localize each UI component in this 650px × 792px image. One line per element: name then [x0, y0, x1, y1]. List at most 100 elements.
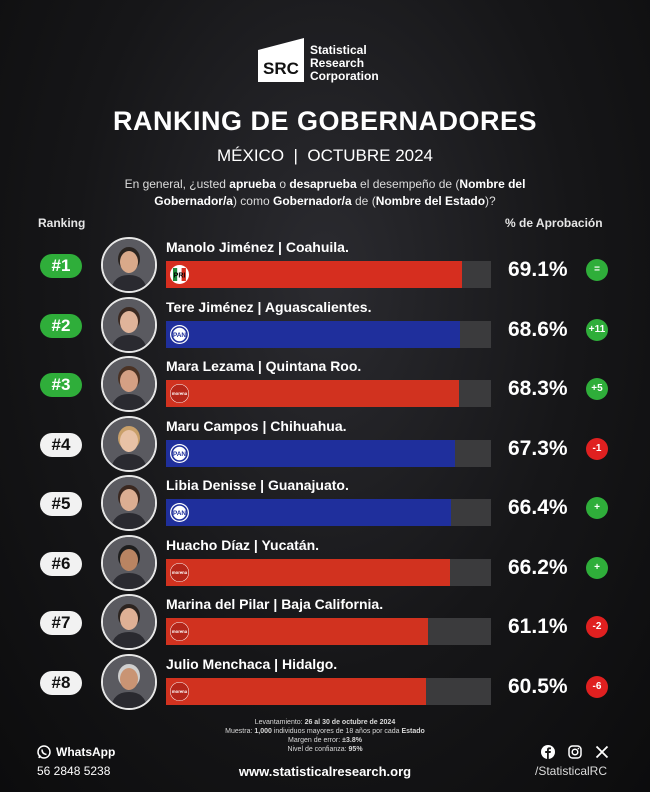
- state-name: Guanajuato.: [267, 477, 349, 493]
- bar-track: morena: [166, 677, 491, 705]
- party-logo: PAN: [170, 503, 189, 522]
- rank-badge: #3: [40, 373, 82, 397]
- approval-bar: [166, 558, 450, 586]
- question-part: el desempeño de (: [356, 177, 460, 191]
- rank-change-badge: +11: [586, 318, 608, 341]
- state-name: Chihuahua.: [270, 417, 347, 434]
- approval-bar: [166, 439, 455, 467]
- rank-badge: #5: [40, 492, 82, 516]
- logo-line-3: Corporation: [310, 69, 379, 83]
- rank-badge: #1: [40, 254, 82, 278]
- website-link[interactable]: www.statisticalresearch.org: [238, 764, 412, 779]
- ranking-row: #1 Manolo Jiménez | Coahuila. PRI 69.1% =: [0, 237, 650, 295]
- rank-change-badge: +: [586, 497, 608, 519]
- whatsapp-label: WhatsApp: [56, 745, 116, 759]
- svg-text:morena: morena: [172, 629, 188, 634]
- approval-bar: [166, 261, 463, 288]
- logo-mark: SRC: [263, 59, 299, 78]
- party-logo: morena: [170, 622, 189, 641]
- svg-text:PAN: PAN: [173, 510, 187, 517]
- rank-badge: #7: [40, 611, 82, 635]
- party-logo: morena: [170, 562, 189, 582]
- approval-percentage: 66.4%: [508, 496, 568, 519]
- governor-name: Julio Menchaca: [166, 655, 271, 672]
- survey-question: En general, ¿usted aprueba o desaprueba …: [90, 176, 560, 210]
- state-name: Baja California.: [281, 596, 384, 612]
- state-name: Coahuila.: [285, 239, 349, 255]
- bar-track: PAN: [166, 499, 491, 526]
- name-separator: |: [258, 417, 271, 434]
- ranking-row: #6 Huacho Díaz | Yucatán. morena 66.2% +: [0, 534, 650, 593]
- governor-photo: [101, 296, 157, 353]
- governor-photo: [101, 475, 157, 531]
- governor-name: Manolo Jiménez: [166, 239, 275, 255]
- governor-name-line: Maru Campos | Chihuahua.: [166, 418, 347, 434]
- governor-name: Mara Lezama: [166, 358, 254, 374]
- facebook-icon[interactable]: [541, 745, 555, 759]
- governor-photo: [101, 534, 157, 591]
- logo-text: Statistical Research Corporation: [310, 44, 379, 83]
- governor-name: Huacho Díaz: [166, 536, 251, 553]
- state-name: Aguascalientes.: [264, 298, 372, 315]
- bar-track: PAN: [166, 439, 491, 467]
- name-separator: |: [256, 477, 268, 493]
- approval-percentage: 61.1%: [508, 615, 568, 638]
- phone-number[interactable]: 56 2848 5238: [37, 764, 111, 778]
- rank-badge: #6: [40, 551, 82, 576]
- approval-percentage: 60.5%: [508, 674, 568, 698]
- question-part: de (: [351, 194, 376, 208]
- governor-name-line: Manolo Jiménez | Coahuila.: [166, 239, 349, 255]
- approval-bar: [166, 380, 459, 407]
- governor-name-line: Huacho Díaz | Yucatán.: [166, 537, 319, 553]
- name-separator: |: [269, 596, 282, 612]
- svg-text:PAN: PAN: [173, 332, 187, 339]
- logo-line-1: Statistical: [310, 43, 367, 57]
- ranking-column-header: Ranking: [38, 216, 86, 230]
- page-title: RANKING DE GOBERNADORES: [112, 106, 538, 136]
- whatsapp-icon[interactable]: [37, 745, 51, 759]
- governor-name: Maru Campos: [166, 417, 259, 434]
- name-separator: |: [253, 298, 265, 315]
- governor-photo: [101, 594, 157, 650]
- svg-text:morena: morena: [172, 391, 188, 396]
- name-separator: |: [253, 358, 266, 374]
- governor-name-line: Tere Jiménez | Aguascalientes.: [166, 299, 371, 315]
- svg-text:PRI: PRI: [174, 273, 186, 280]
- name-separator: |: [250, 536, 262, 553]
- party-logo: PRI: [170, 265, 189, 284]
- ranking-row: #2 Tere Jiménez | Aguascalientes. PAN 68.6%…: [0, 296, 650, 355]
- governor-photo: [101, 237, 157, 293]
- bar-track: morena: [166, 380, 491, 407]
- rank-badge: #8: [40, 670, 82, 695]
- governor-name-line: Marina del Pilar | Baja California.: [166, 596, 383, 612]
- bar-track: PAN: [166, 320, 491, 348]
- rank-change-badge: +: [586, 556, 608, 579]
- party-logo: morena: [170, 681, 189, 701]
- rank-change-badge: -1: [586, 437, 608, 460]
- ranking-row: #3 Mara Lezama | Quintana Roo. morena 68.3%…: [0, 356, 650, 414]
- bar-track: PRI: [166, 261, 491, 288]
- question-part: ) como: [232, 194, 273, 208]
- question-part: Gobernador/a: [272, 194, 352, 208]
- instagram-icon[interactable]: [568, 745, 582, 759]
- governor-name: Marina del Pilar: [166, 596, 270, 612]
- approval-percentage: 66.2%: [508, 555, 568, 579]
- ranking-row: #8 Julio Menchaca | Hidalgo. morena 60.5% -6: [0, 653, 650, 712]
- party-logo: PAN: [170, 443, 189, 463]
- ranking-row: #5 Libia Denisse | Guanajuato. PAN 66.4% +: [0, 475, 650, 533]
- governor-name: Tere Jiménez: [166, 298, 254, 315]
- governor-name-line: Libia Denisse | Guanajuato.: [166, 477, 349, 493]
- name-separator: |: [274, 239, 286, 255]
- svg-text:morena: morena: [172, 570, 188, 575]
- question-part: Nombre del Estado: [375, 194, 486, 208]
- social-handle[interactable]: /StatisticalRC: [535, 764, 608, 778]
- governor-photo: [101, 415, 157, 472]
- methodology-note: Levantamiento: 26 al 30 de octubre de 20…: [225, 719, 425, 753]
- name-separator: |: [270, 655, 282, 672]
- svg-text:morena: morena: [172, 689, 188, 694]
- ranking-row: #7 Marina del Pilar | Baja California. mor…: [0, 594, 650, 652]
- x-icon[interactable]: [595, 745, 609, 759]
- rank-change-badge: -2: [586, 616, 608, 638]
- rank-change-badge: -6: [586, 675, 608, 698]
- logo-line-2: Research: [310, 56, 365, 70]
